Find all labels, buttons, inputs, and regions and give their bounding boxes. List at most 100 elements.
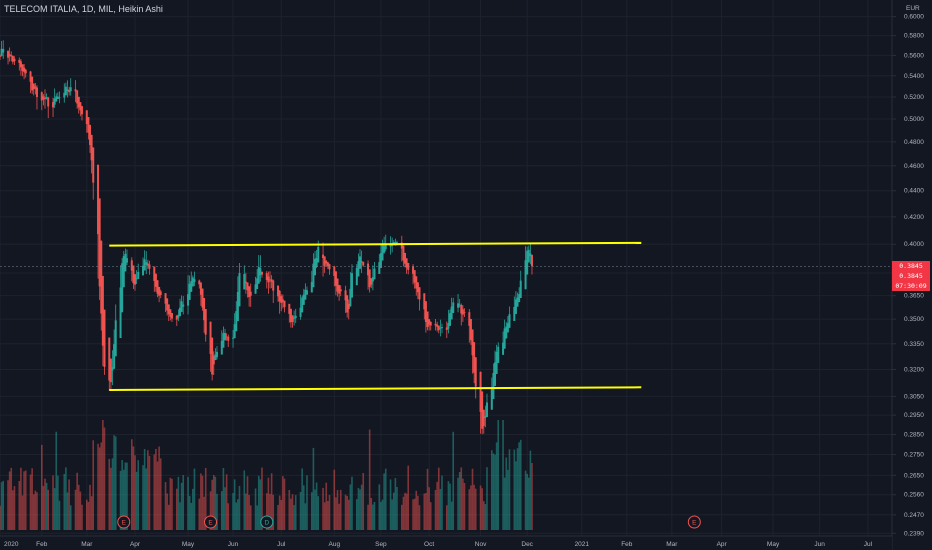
candle-body <box>447 322 450 329</box>
candle-body <box>124 253 127 272</box>
volume-bar <box>290 498 292 530</box>
candle <box>404 252 407 268</box>
volume-bar <box>58 500 61 530</box>
event-marker[interactable]: E <box>204 515 218 529</box>
candle <box>278 289 281 314</box>
candle <box>23 63 26 80</box>
volume-bar <box>89 484 91 530</box>
candle-body <box>357 261 360 277</box>
time-tick-label: Jul <box>864 541 873 548</box>
event-marker[interactable]: E <box>687 515 701 529</box>
candle <box>265 271 268 289</box>
candle <box>293 310 296 326</box>
candle-body <box>381 244 384 261</box>
candle <box>169 309 172 321</box>
candle-body <box>11 55 14 62</box>
time-tick-label: Mar <box>81 541 93 548</box>
candle-body <box>203 297 206 321</box>
candle-body <box>280 296 283 303</box>
price-tick-label: 0.4000 <box>904 241 924 248</box>
current-price-label: 0.3845 <box>892 261 930 272</box>
candle <box>154 273 157 292</box>
volume-bar <box>8 471 11 530</box>
volume-bar <box>103 427 106 530</box>
candle <box>304 283 307 300</box>
candle-body <box>80 106 83 115</box>
candle <box>166 298 169 316</box>
volume-bar <box>145 468 148 530</box>
candle <box>277 285 280 302</box>
support-trendline[interactable] <box>109 386 642 392</box>
candle <box>497 342 500 363</box>
volume-bar <box>10 467 13 530</box>
candle-body <box>424 301 427 322</box>
volume-bar <box>529 450 532 530</box>
volume-bar <box>254 488 257 530</box>
candle <box>111 350 114 386</box>
candle-body <box>437 325 440 331</box>
volume-bar <box>482 501 485 530</box>
volume-bar <box>238 485 241 530</box>
trendlines[interactable] <box>109 241 642 392</box>
candle <box>259 255 262 282</box>
volume-bar <box>368 429 371 530</box>
time-tick-label: Dec <box>521 541 533 548</box>
volume-bar <box>346 495 348 530</box>
candle-body <box>101 275 104 346</box>
candle <box>29 70 32 94</box>
candle-body <box>360 261 363 263</box>
candle <box>479 371 482 434</box>
volume-bar <box>220 491 223 530</box>
candle-body <box>272 280 275 291</box>
volume-bar <box>344 494 347 530</box>
volume-bar <box>249 505 252 530</box>
candle <box>68 86 71 96</box>
candle-body <box>125 258 128 263</box>
volume-bar <box>36 492 38 530</box>
time-tick-label: Apr <box>130 541 141 548</box>
candle-body <box>383 245 386 253</box>
candle-body <box>426 311 429 328</box>
candle-body <box>326 262 329 267</box>
candle <box>153 266 156 292</box>
candle <box>134 274 137 291</box>
candle <box>468 309 471 343</box>
volume-bar <box>407 465 410 530</box>
candle <box>289 308 292 328</box>
candle <box>182 296 185 315</box>
candle-body <box>439 327 442 329</box>
candle <box>439 319 442 337</box>
volume-bar <box>486 467 488 530</box>
candle <box>452 297 455 314</box>
candle-body <box>314 258 317 276</box>
volume-bar <box>429 502 432 530</box>
currency-label: EUR <box>906 5 920 12</box>
candle-body <box>436 324 439 327</box>
volume-bar <box>458 472 461 530</box>
event-marker[interactable]: D <box>260 515 274 529</box>
volume-bar <box>134 455 136 530</box>
candle <box>267 271 270 294</box>
time-axis-panel[interactable] <box>0 536 892 550</box>
candle <box>103 309 106 375</box>
candle <box>180 295 183 312</box>
price-tick-label: 0.2650 <box>904 472 924 479</box>
volume-bar <box>505 457 508 530</box>
resistance-trendline[interactable] <box>109 241 642 247</box>
candle-body <box>188 283 191 300</box>
candle-body <box>89 124 92 146</box>
candle-body <box>474 357 477 387</box>
volume-bar <box>153 454 156 530</box>
candle-body <box>132 265 135 284</box>
candle-body <box>458 304 461 306</box>
candle <box>326 262 329 270</box>
candle-body <box>122 256 125 288</box>
event-marker[interactable]: E <box>117 515 131 529</box>
candle <box>463 308 466 318</box>
volume-bar <box>130 439 133 530</box>
price-tick-label: 0.2750 <box>904 452 924 459</box>
candle <box>224 328 227 341</box>
candle <box>137 263 140 279</box>
